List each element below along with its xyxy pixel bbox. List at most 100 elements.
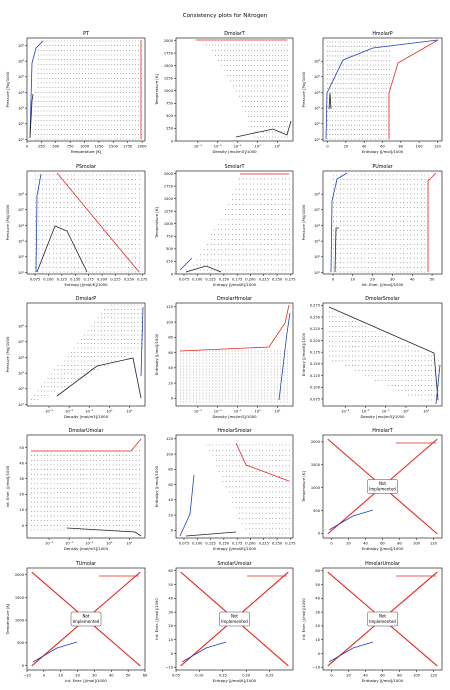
x-tick-label: 100 <box>413 542 421 546</box>
x-tick-label: 20 <box>370 278 375 282</box>
y-tick-label: 10² <box>314 255 321 259</box>
y-tick-label: 80 <box>168 468 173 472</box>
y-tick-label: 0 <box>22 524 25 528</box>
y-tick-label: 10⁶ <box>18 192 25 196</box>
y-tick-label: 1500 <box>164 64 174 68</box>
y-tick-label: 0.275 <box>310 304 320 308</box>
y-tick-label: −10 <box>312 666 320 670</box>
x-tick-label: 50 <box>430 278 435 282</box>
state-points <box>35 174 140 273</box>
curve <box>140 306 144 377</box>
y-tick-label: 80 <box>168 336 173 340</box>
curve <box>328 641 374 663</box>
panel-title: HmolarUmolar <box>365 561 400 567</box>
x-tick-label: 0.100 <box>192 278 203 282</box>
y-tick-label: 10⁴ <box>18 356 25 360</box>
y-tick-label: 10⁶ <box>18 44 25 48</box>
panel-title: DmolarHmolar <box>217 296 252 302</box>
x-tick-label: 10¹ <box>126 542 133 546</box>
curve <box>185 265 222 273</box>
y-tick-label: 500 <box>166 247 174 251</box>
axes-frame <box>26 434 146 539</box>
x-tick-label: 0.225 <box>259 542 269 546</box>
x-tick-label: 30 <box>92 674 97 678</box>
x-tick-label: 10⁻¹ <box>85 410 93 414</box>
y-tick-label: 0.200 <box>310 339 321 343</box>
state-points <box>31 450 140 531</box>
y-tick-label: 500 <box>17 641 25 645</box>
y-tick-label: 250 <box>166 260 174 264</box>
y-tick-label: 1500 <box>311 463 321 467</box>
x-tick-label: 40 <box>410 278 415 282</box>
x-tick-label: 0 <box>330 674 333 678</box>
y-tick-label: 10⁵ <box>314 75 321 79</box>
curve <box>328 509 374 531</box>
panel-dmolart: 10⁻³ 10⁻² 10⁻¹ 10⁰ 10¹ 0 250 500 750 1000 1250 1500… <box>154 31 294 154</box>
x-axis-label: Int. Ener. [J/mol]/1000 <box>65 678 107 683</box>
x-tick-label: 10⁰ <box>255 145 262 149</box>
axes-frame <box>322 302 443 407</box>
y-tick-label: 0 <box>171 397 174 401</box>
axes-frame <box>175 170 294 275</box>
y-axis-label: Entropy [J/mol/K]/1000 <box>301 332 306 376</box>
x-tick-label: 0.275 <box>285 278 295 282</box>
curve <box>179 474 195 537</box>
panel-title: DmolarP <box>76 296 97 302</box>
y-tick-label: 10 <box>19 508 24 512</box>
x-tick-label: 60 <box>380 542 385 546</box>
axes-frame <box>175 37 294 142</box>
x-tick-label: 0.15 <box>219 674 227 678</box>
x-tick-label: 40 <box>363 542 368 546</box>
state-points <box>327 41 390 140</box>
y-axis-label: Temperature [K] <box>5 603 10 635</box>
y-tick-label: 20 <box>168 513 173 517</box>
not-implemented-box <box>367 479 398 494</box>
x-axis-label: Entropy [J/mol/K]/1000 <box>213 282 257 287</box>
y-axis-label: Int. Ener. [J/mol]/1000 <box>154 598 159 640</box>
x-tick-label: 10⁻³ <box>194 145 202 149</box>
y-tick-label: 10⁵ <box>314 208 321 212</box>
y-axis-label: Temperature [K] <box>154 74 159 106</box>
y-tick-label: 0.075 <box>310 397 320 401</box>
not-implemented-label: Not <box>231 614 238 619</box>
x-tick-label: −10 <box>23 674 31 678</box>
panel-grid: 0 250 500 750 1000 1250 1500 1750 200010¹10²10³1… <box>5 31 443 683</box>
y-axis-label: Enthalpy [J/mol]/1000 <box>154 465 159 507</box>
x-tick-label: 0.250 <box>272 278 283 282</box>
panel-dmolarumolar: 10⁻³ 10⁻² 10⁻¹ 10⁰ 10¹ 0 10 20 30 40 50 DmolarUmola… <box>5 428 146 551</box>
y-tick-label: 1000 <box>164 222 174 226</box>
x-tick-label: 0 <box>26 145 29 149</box>
y-tick-label: 30 <box>168 610 173 614</box>
x-tick-label: 1750 <box>123 145 133 149</box>
x-tick-label: 0.150 <box>219 542 230 546</box>
y-tick-label: 1000 <box>164 89 174 93</box>
x-tick-label: 20 <box>346 674 351 678</box>
x-axis-label: Entropy [J/mol/K]/1000 <box>213 678 257 683</box>
y-tick-label: 10⁴ <box>18 91 25 95</box>
x-tick-label: 10⁻³ <box>341 410 349 414</box>
y-tick-label: 50 <box>315 583 320 587</box>
x-tick-label: 80 <box>397 674 402 678</box>
curve <box>36 225 88 273</box>
y-axis-label: Pressure [Pa]/1000 <box>301 204 306 240</box>
panel-title: SmolarT <box>225 164 245 170</box>
curve <box>32 641 78 663</box>
x-tick-label: 20 <box>344 145 349 149</box>
y-tick-label: 0.225 <box>310 327 320 331</box>
axes-frame <box>175 302 294 407</box>
y-tick-label: 50 <box>19 446 24 450</box>
x-tick-label: 0.20 <box>242 674 251 678</box>
not-implemented-label: Implemented <box>221 619 248 624</box>
not-implemented-label: Not <box>379 481 386 486</box>
y-tick-label: 20 <box>168 381 173 385</box>
y-tick-label: 0 <box>171 529 174 533</box>
x-axis-label: Enthalpy [J/mol]/1000 <box>362 678 404 683</box>
axes-frame <box>26 302 146 407</box>
y-tick-label: 10¹ <box>18 403 25 407</box>
y-tick-label: 0 <box>22 664 25 668</box>
y-tick-label: 30 <box>315 610 320 614</box>
axes-frame <box>322 170 443 275</box>
curve <box>235 442 290 482</box>
